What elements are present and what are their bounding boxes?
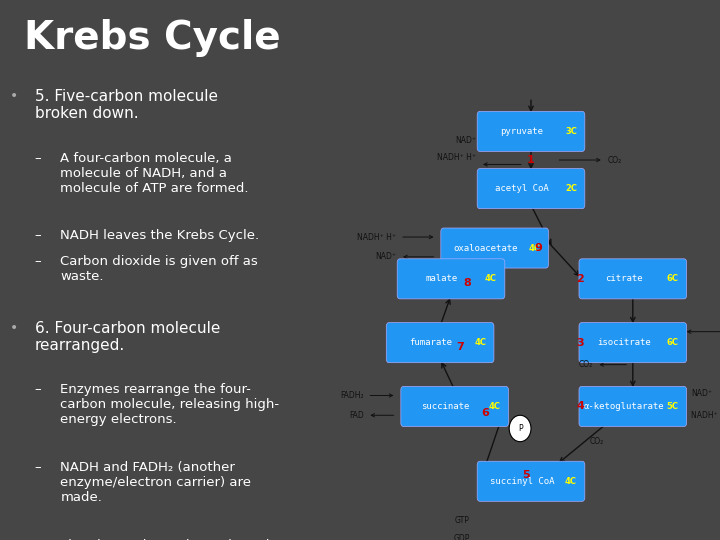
Text: 4C: 4C [474,338,486,347]
Text: 4C: 4C [565,477,577,486]
FancyBboxPatch shape [579,322,687,363]
Text: succinate: succinate [421,402,469,411]
Text: NAD⁺: NAD⁺ [691,389,712,398]
Text: –: – [35,230,41,242]
FancyBboxPatch shape [441,228,549,268]
FancyBboxPatch shape [579,387,687,427]
Text: citrate: citrate [605,274,642,284]
FancyBboxPatch shape [477,168,585,208]
Text: fumarate: fumarate [410,338,452,347]
Text: 6C: 6C [667,338,679,347]
Text: –: – [35,383,41,396]
Text: –: – [35,255,41,268]
Text: succinyl CoA: succinyl CoA [490,477,554,486]
Text: P: P [518,424,523,433]
Text: NADH⁺ H⁺: NADH⁺ H⁺ [357,233,397,241]
Text: FADH₂: FADH₂ [340,391,364,400]
Text: 1: 1 [527,155,535,165]
Text: NADH⁺ H⁺: NADH⁺ H⁺ [691,411,720,420]
Text: CO₂: CO₂ [608,156,621,165]
Text: 6C: 6C [667,274,679,284]
Text: –: – [35,461,41,474]
Text: Krebs Cycle: Krebs Cycle [24,19,281,57]
Text: 4: 4 [576,401,584,411]
Text: NADH and FADH₂ (another
enzyme/electron carrier) are
made.: NADH and FADH₂ (another enzyme/electron … [60,461,251,504]
Text: Carbon dioxide is given off as
waste.: Carbon dioxide is given off as waste. [60,255,258,284]
Text: GTP: GTP [454,516,469,525]
Text: NADH⁺ H⁺: NADH⁺ H⁺ [438,153,477,162]
Text: CO₂: CO₂ [579,360,593,369]
Text: 4C: 4C [485,274,497,284]
Text: 9: 9 [534,243,542,253]
FancyBboxPatch shape [387,322,494,363]
Text: –: – [35,152,41,165]
Text: FAD: FAD [349,411,364,420]
FancyBboxPatch shape [397,259,505,299]
Text: •: • [10,89,19,103]
Text: isocitrate: isocitrate [597,338,651,347]
Text: A four-carbon molecule, a
molecule of NADH, and a
molecule of ATP are formed.: A four-carbon molecule, a molecule of NA… [60,152,249,195]
Text: –: – [35,539,41,540]
Text: 5C: 5C [667,402,679,411]
Text: 8: 8 [464,278,472,288]
Text: oxaloacetate: oxaloacetate [454,244,518,253]
FancyBboxPatch shape [579,259,687,299]
Text: NAD⁺: NAD⁺ [375,252,397,261]
FancyBboxPatch shape [401,387,508,427]
Text: CO₂: CO₂ [590,437,603,446]
Text: Enzymes rearrange the four-
carbon molecule, releasing high-
energy electrons.: Enzymes rearrange the four- carbon molec… [60,383,279,427]
Text: 6. Four-carbon molecule
rearranged.: 6. Four-carbon molecule rearranged. [35,321,220,353]
Text: α-ketoglutarate: α-ketoglutarate [583,402,664,411]
Text: •: • [10,321,19,335]
Text: GDP: GDP [454,534,470,540]
Text: 2: 2 [576,274,584,284]
Text: 3: 3 [576,338,584,348]
Text: 4C: 4C [489,402,500,411]
Text: acetyl CoA: acetyl CoA [495,184,549,193]
Text: 5: 5 [522,470,529,480]
Text: malate: malate [426,274,458,284]
Text: 5. Five-carbon molecule
broken down.: 5. Five-carbon molecule broken down. [35,89,217,122]
Text: 7: 7 [456,342,464,352]
Text: NADH leaves the Krebs Cycle.: NADH leaves the Krebs Cycle. [60,230,260,242]
Text: 3C: 3C [565,127,577,136]
Text: They leave the Krebs cycle and
the four-carbon molecule
remains.: They leave the Krebs cycle and the four-… [60,539,270,540]
Text: 4C: 4C [528,244,541,253]
FancyBboxPatch shape [477,111,585,151]
Text: 2C: 2C [565,184,577,193]
Text: NAD⁺: NAD⁺ [456,136,477,145]
Text: 6: 6 [482,408,490,418]
Text: pyruvate: pyruvate [500,127,544,136]
Circle shape [509,415,531,442]
FancyBboxPatch shape [477,461,585,501]
